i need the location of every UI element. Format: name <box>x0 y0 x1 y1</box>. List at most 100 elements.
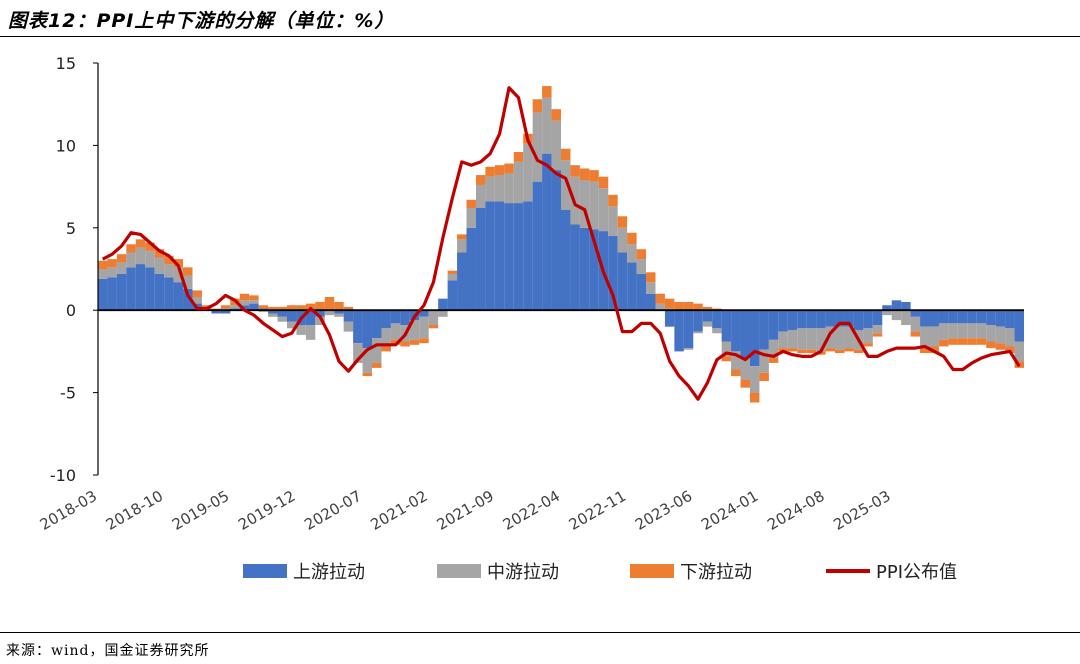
bar-midstream <box>920 326 930 347</box>
bar-upstream <box>636 273 647 311</box>
bar-midstream <box>504 173 514 204</box>
bar-midstream <box>617 227 628 253</box>
bar-upstream <box>683 310 694 349</box>
bar-downstream <box>390 339 401 345</box>
bar-upstream <box>797 310 807 329</box>
bar-downstream <box>683 301 694 311</box>
bar-upstream <box>239 305 250 311</box>
bar-downstream <box>664 298 675 309</box>
bar-downstream <box>561 148 571 161</box>
bar-midstream <box>579 180 590 228</box>
bar-upstream <box>627 262 637 311</box>
x-tick-label: 2021-09 <box>434 487 497 534</box>
ppi-line <box>101 86 1021 401</box>
bar-upstream <box>381 310 391 329</box>
bar-upstream <box>457 252 467 311</box>
bar-downstream <box>570 165 580 177</box>
bar-downstream <box>617 216 628 228</box>
bar-downstream <box>542 86 552 98</box>
bar-upstream <box>107 277 117 311</box>
bar-upstream <box>400 310 410 326</box>
bar-upstream <box>825 310 836 327</box>
bar-midstream <box>721 341 732 357</box>
bar-downstream <box>636 249 647 260</box>
bar-midstream <box>835 326 845 350</box>
bar-downstream <box>457 234 467 240</box>
bar-midstream <box>485 176 495 202</box>
bar-downstream <box>315 301 325 311</box>
bar-midstream <box>353 343 363 363</box>
bar-upstream <box>164 277 174 311</box>
bar-midstream <box>778 331 788 349</box>
bar-downstream <box>863 343 873 347</box>
footer-rule <box>0 632 1080 633</box>
bar-downstream <box>579 168 590 181</box>
bar-midstream <box>608 206 618 237</box>
bar-downstream <box>381 346 391 352</box>
bar-downstream <box>145 242 155 251</box>
y-tick-label: -10 <box>50 466 76 485</box>
bar-upstream <box>542 153 552 311</box>
figure-title: 图表12：PPI上中下游的分解（单位：%） <box>8 10 395 32</box>
bar-midstream <box>362 348 373 373</box>
bar-upstream <box>334 310 344 314</box>
bar-upstream <box>731 310 741 352</box>
bar-midstream <box>598 188 609 232</box>
bar-upstream <box>268 310 278 314</box>
x-tick-label: 2022-04 <box>500 487 563 534</box>
bar-downstream <box>787 348 798 352</box>
bar-downstream <box>164 255 174 265</box>
bar-midstream <box>683 348 694 350</box>
bar-downstream <box>116 254 127 263</box>
bar-upstream <box>513 203 524 311</box>
bar-midstream <box>863 328 873 344</box>
bar-downstream <box>1005 346 1015 354</box>
bar-midstream <box>457 239 467 253</box>
bars-layer <box>98 86 1024 403</box>
bar-upstream <box>485 201 495 311</box>
bar-upstream <box>938 310 949 324</box>
bar-upstream <box>419 310 429 317</box>
bar-midstream <box>806 328 817 350</box>
bar-midstream <box>286 321 297 329</box>
bar-upstream <box>664 310 675 327</box>
bar-upstream <box>183 288 193 311</box>
bar-midstream <box>976 323 987 339</box>
bar-downstream <box>334 301 344 311</box>
bar-midstream <box>967 323 977 339</box>
bar-downstream <box>967 338 977 345</box>
source-note: 来源：wind，国金证券研究所 <box>6 643 210 659</box>
bar-midstream <box>381 328 391 347</box>
bar-downstream <box>154 249 165 258</box>
bar-midstream <box>797 328 807 350</box>
bar-midstream <box>324 310 335 316</box>
bar-midstream <box>995 326 1006 344</box>
bar-downstream <box>948 338 958 345</box>
bar-downstream <box>731 369 741 377</box>
bar-midstream <box>107 267 117 278</box>
bar-downstream <box>749 392 760 403</box>
bar-downstream <box>655 293 665 304</box>
bar-upstream <box>390 310 401 324</box>
bar-midstream <box>98 269 108 279</box>
x-tick-label: 2020-07 <box>301 487 364 534</box>
bar-upstream <box>135 264 146 311</box>
bar-upstream <box>910 310 921 317</box>
bar-downstream <box>778 348 788 352</box>
bar-upstream <box>116 273 127 311</box>
bar-upstream <box>1005 310 1015 329</box>
bar-upstream <box>570 224 580 311</box>
bar-downstream <box>466 199 476 209</box>
bar-upstream <box>523 201 533 311</box>
bar-midstream <box>494 175 505 202</box>
bar-midstream <box>315 316 325 326</box>
legend-swatch-upstream <box>243 564 287 578</box>
bar-midstream <box>759 349 769 373</box>
x-tick-label: 2022-11 <box>566 487 629 534</box>
bar-downstream <box>362 372 373 377</box>
bar-downstream <box>343 306 354 311</box>
bar-upstream <box>901 301 911 311</box>
bar-upstream <box>740 310 750 358</box>
bar-midstream <box>239 300 250 306</box>
